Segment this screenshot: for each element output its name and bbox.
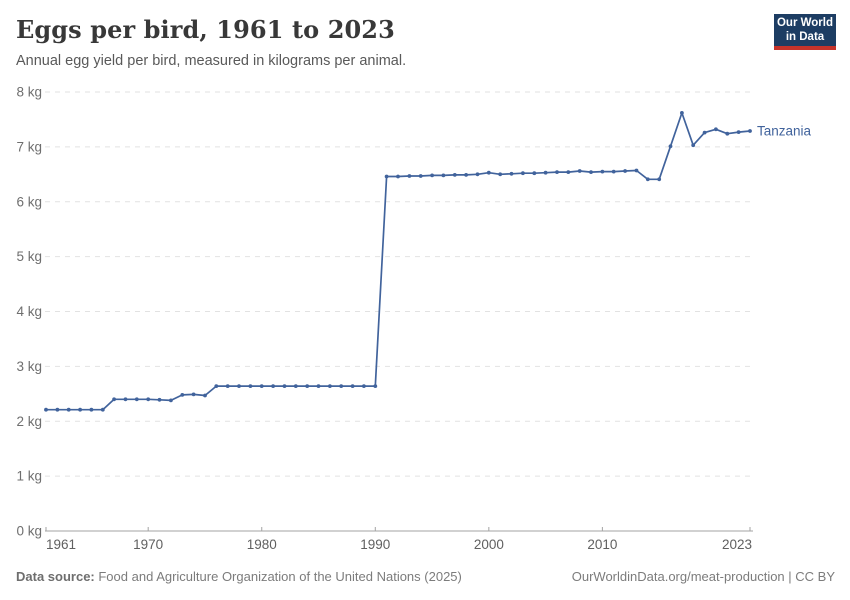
y-axis-tick-label: 1 kg (16, 469, 42, 484)
data-point (441, 173, 446, 178)
data-point (293, 384, 298, 388)
data-point (657, 177, 662, 182)
data-point (271, 384, 275, 388)
data-point (237, 384, 241, 388)
data-point (89, 407, 94, 412)
series-line-tanzania (45, 112, 751, 411)
y-axis-tick-label: 8 kg (16, 85, 42, 100)
data-point (169, 398, 173, 403)
data-point (44, 407, 48, 412)
data-point (645, 177, 650, 182)
data-source-label: Data source: (16, 569, 95, 584)
x-axis-tick-label: 1970 (133, 537, 163, 552)
y-axis-tick-label: 5 kg (16, 249, 42, 264)
y-axis-tick-label: 2 kg (16, 414, 42, 429)
data-point (486, 170, 491, 175)
x-axis-tick-label: 1980 (247, 537, 277, 552)
data-point (328, 384, 332, 388)
credit-link[interactable]: OurWorldinData.org/meat-production | CC … (571, 569, 835, 584)
data-point (78, 407, 82, 412)
data-source-note: Data source: Food and Agriculture Organi… (16, 569, 462, 584)
data-point (532, 171, 537, 176)
y-axis-tick-label: 0 kg (16, 524, 42, 539)
data-point (180, 393, 185, 397)
data-point (691, 143, 696, 148)
owid-logo-line2: in Data (785, 31, 825, 43)
owid-logo-line1: Our World (776, 16, 833, 29)
series-label-tanzania[interactable]: Tanzania (757, 123, 812, 138)
data-point (452, 173, 457, 177)
data-point (464, 173, 468, 177)
data-point (714, 127, 718, 132)
data-point (373, 384, 378, 388)
data-point (146, 397, 151, 402)
data-point (396, 174, 400, 179)
chart-header: Eggs per bird, 1961 to 2023 Annual egg y… (16, 16, 760, 69)
data-point (362, 384, 366, 388)
data-point (498, 172, 503, 177)
x-axis-tick-label: 1990 (360, 537, 390, 552)
x-axis-tick-label: 2023 (722, 537, 752, 552)
data-point (748, 129, 752, 133)
data-point (225, 384, 230, 388)
data-point (112, 397, 116, 402)
data-point (623, 169, 627, 173)
data-point (350, 384, 355, 388)
y-axis-tick-label: 7 kg (16, 139, 42, 154)
chart-footer: Data source: Food and Agriculture Organi… (16, 569, 835, 584)
data-source-text: Food and Agriculture Organization of the… (94, 569, 462, 584)
data-point (134, 397, 139, 402)
data-point (66, 407, 71, 412)
data-point (248, 384, 253, 388)
data-point (736, 130, 741, 135)
chart-title: Eggs per bird, 1961 to 2023 (16, 15, 395, 44)
chart-subtitle: Annual egg yield per bird, measured in k… (16, 52, 407, 69)
data-point (384, 174, 389, 179)
data-point (100, 407, 105, 412)
data-point (203, 393, 207, 398)
data-point (157, 397, 162, 402)
x-axis-tick-label: 1961 (46, 537, 76, 552)
y-axis-tick-label: 3 kg (16, 359, 42, 374)
data-point (589, 170, 593, 175)
data-point (305, 384, 310, 388)
data-point (259, 384, 264, 388)
data-point (611, 169, 616, 174)
owid-logo[interactable]: Our World in Data (774, 14, 836, 50)
y-axis-tick-label: 4 kg (16, 304, 42, 319)
data-point (475, 172, 480, 177)
data-point (339, 384, 344, 388)
data-point (566, 170, 571, 175)
data-point (680, 111, 684, 115)
data-point (191, 392, 196, 397)
y-axis-tick-label: 6 kg (16, 194, 42, 209)
data-point (702, 130, 707, 135)
data-point (600, 169, 605, 174)
data-point (543, 170, 548, 175)
data-point (521, 171, 525, 176)
data-point (214, 384, 219, 388)
data-point (430, 173, 434, 178)
data-point (668, 144, 673, 149)
x-axis-tick-label: 2010 (587, 537, 617, 552)
data-point (577, 169, 582, 173)
data-point (123, 397, 128, 402)
x-axis-tick-label: 2000 (474, 537, 504, 552)
data-point (418, 174, 423, 178)
data-point (634, 168, 639, 173)
data-point (55, 407, 60, 412)
data-point (725, 131, 730, 136)
data-point (316, 384, 321, 388)
data-point (282, 384, 287, 388)
data-point (509, 171, 514, 176)
data-point (555, 170, 559, 175)
data-point (407, 174, 412, 178)
